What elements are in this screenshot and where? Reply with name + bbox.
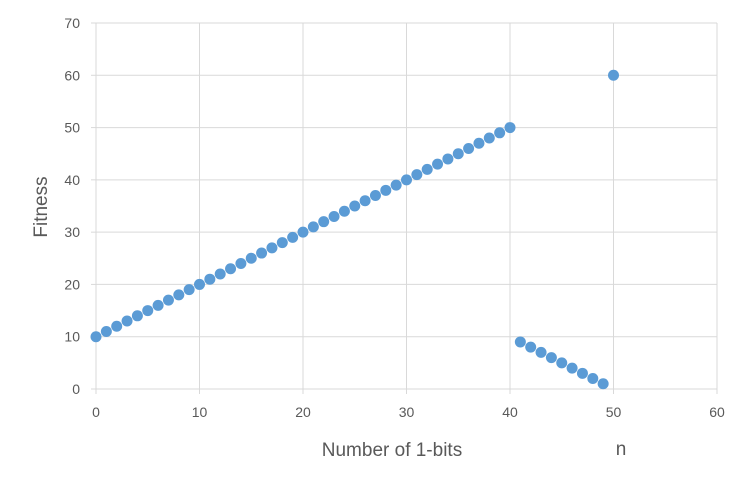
data-point [131, 310, 143, 322]
data-point [514, 336, 526, 348]
y-axis-tick-labels: 0 10 20 30 40 50 60 70 [64, 15, 80, 397]
x-tick-label: 40 [502, 404, 518, 420]
x-tick-label: 50 [606, 404, 622, 420]
y-tick-label: 50 [64, 120, 80, 136]
data-point [576, 367, 588, 379]
data-point [245, 252, 257, 264]
data-point [183, 284, 195, 296]
data-point [121, 315, 133, 327]
n-annotation: n [616, 439, 627, 460]
data-point [328, 210, 340, 222]
data-point [307, 221, 319, 233]
data-point [597, 378, 609, 390]
data-point [256, 247, 268, 259]
data-point [432, 158, 444, 170]
x-axis-title: Number of 1-bits [322, 440, 462, 461]
x-tick-label: 60 [709, 404, 725, 420]
data-point [235, 258, 247, 270]
data-point [287, 231, 299, 243]
data-point [276, 237, 288, 249]
x-tick-label: 10 [192, 404, 208, 420]
x-tick-label: 30 [399, 404, 415, 420]
data-point [525, 341, 537, 353]
data-point [194, 278, 205, 290]
data-point [504, 122, 516, 134]
data-point [162, 294, 174, 306]
data-point [545, 352, 557, 364]
y-tick-label: 10 [64, 329, 80, 345]
data-point [401, 174, 412, 186]
data-point [463, 142, 475, 154]
data-point [297, 226, 309, 238]
data-point [494, 127, 506, 139]
y-axis-title: Fitness [31, 176, 52, 237]
y-tick-label: 0 [72, 381, 80, 397]
data-point [380, 184, 392, 196]
data-point [349, 200, 361, 212]
data-point [411, 169, 423, 181]
data-point [587, 373, 599, 385]
data-point [173, 289, 185, 301]
data-point [318, 216, 330, 228]
x-axis-tick-labels: 0 10 20 30 40 50 60 [92, 404, 725, 420]
data-point [566, 362, 578, 374]
data-point [390, 179, 402, 191]
data-point [452, 148, 464, 160]
data-point [473, 137, 485, 149]
data-point [152, 299, 164, 311]
data-point [556, 357, 568, 369]
data-point [421, 163, 433, 175]
data-point [483, 132, 495, 144]
y-tick-label: 60 [64, 67, 80, 83]
x-tick-label: 20 [295, 404, 311, 420]
data-point [214, 268, 226, 280]
data-point [359, 195, 371, 207]
data-point [111, 320, 123, 332]
data-point [338, 205, 350, 217]
data-point [535, 346, 547, 358]
y-tick-label: 40 [64, 172, 80, 188]
data-point [608, 69, 619, 81]
data-point [369, 190, 381, 202]
x-tick-label: 0 [92, 404, 100, 420]
data-point [142, 305, 154, 317]
data-point [90, 331, 102, 343]
data-point [100, 325, 112, 337]
y-tick-label: 20 [64, 276, 80, 292]
data-point [442, 153, 454, 165]
data-point [204, 273, 216, 285]
data-point [266, 242, 278, 254]
data-point [225, 263, 237, 275]
data-points [90, 69, 619, 390]
y-tick-label: 30 [64, 224, 80, 240]
y-tick-label: 70 [64, 15, 80, 31]
